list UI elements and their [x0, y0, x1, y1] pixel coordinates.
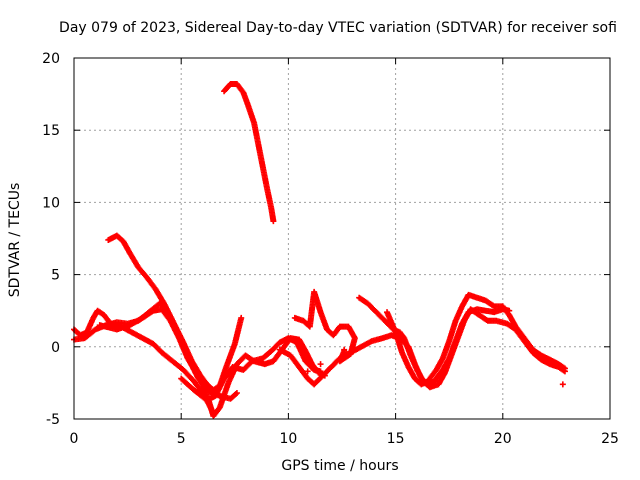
x-axis-label: GPS time / hours — [281, 458, 398, 474]
data-point — [317, 361, 324, 368]
y-tick-label: 10 — [42, 195, 60, 211]
data-point — [349, 348, 356, 355]
data-point — [559, 381, 566, 388]
data-point — [332, 359, 339, 366]
data-point — [317, 368, 324, 375]
x-axis: 0 5 10 15 20 25 — [70, 58, 619, 447]
y-tick-label: 20 — [42, 51, 60, 67]
data-point — [561, 365, 568, 372]
x-tick-label: 0 — [70, 431, 79, 447]
chart-title: Day 079 of 2023, Sidereal Day-to-day VTE… — [59, 20, 617, 36]
data-point — [270, 218, 277, 225]
grid — [74, 58, 610, 419]
y-tick-label: 5 — [51, 268, 60, 284]
x-tick-label: 5 — [177, 431, 186, 447]
data-point — [341, 346, 348, 353]
data-marks — [71, 80, 568, 420]
y-axis: -5 0 5 10 15 20 — [42, 51, 610, 428]
y-tick-label: 15 — [42, 123, 60, 139]
x-tick-label: 25 — [601, 431, 619, 447]
data-point — [233, 390, 240, 397]
y-tick-label: -5 — [46, 412, 60, 428]
x-tick-label: 20 — [494, 431, 512, 447]
data-point — [238, 314, 245, 321]
y-tick-label: 0 — [51, 340, 60, 356]
data-point — [232, 390, 239, 397]
y-axis-label: SDTVAR / TECUs — [7, 183, 23, 298]
data-point — [304, 368, 311, 375]
x-tick-label: 10 — [279, 431, 297, 447]
x-tick-label: 15 — [387, 431, 405, 447]
plot-frame — [73, 57, 611, 420]
